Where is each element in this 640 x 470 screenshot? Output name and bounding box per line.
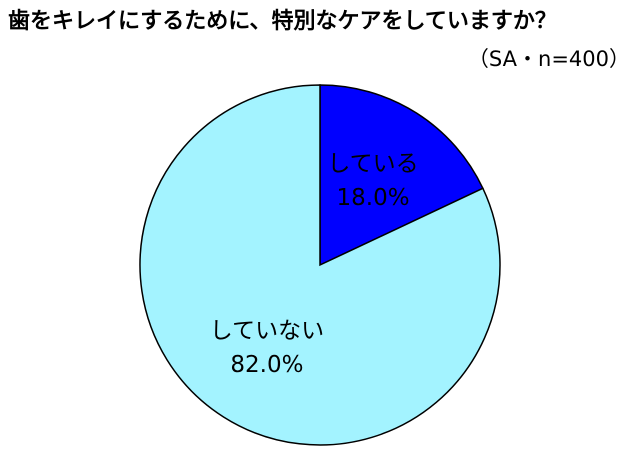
value-label: 82.0%: [230, 352, 303, 378]
pie-slice: [319, 84, 484, 267]
chart-subtitle: （SA・n=400）: [468, 47, 630, 71]
value-label: 18.0%: [337, 185, 410, 211]
slice-label: していない: [210, 318, 324, 344]
slice-label: している: [327, 151, 418, 177]
chart-title: 歯をキレイにするために、特別なケアをしていますか？: [8, 8, 557, 34]
pie-slice: [139, 84, 501, 446]
